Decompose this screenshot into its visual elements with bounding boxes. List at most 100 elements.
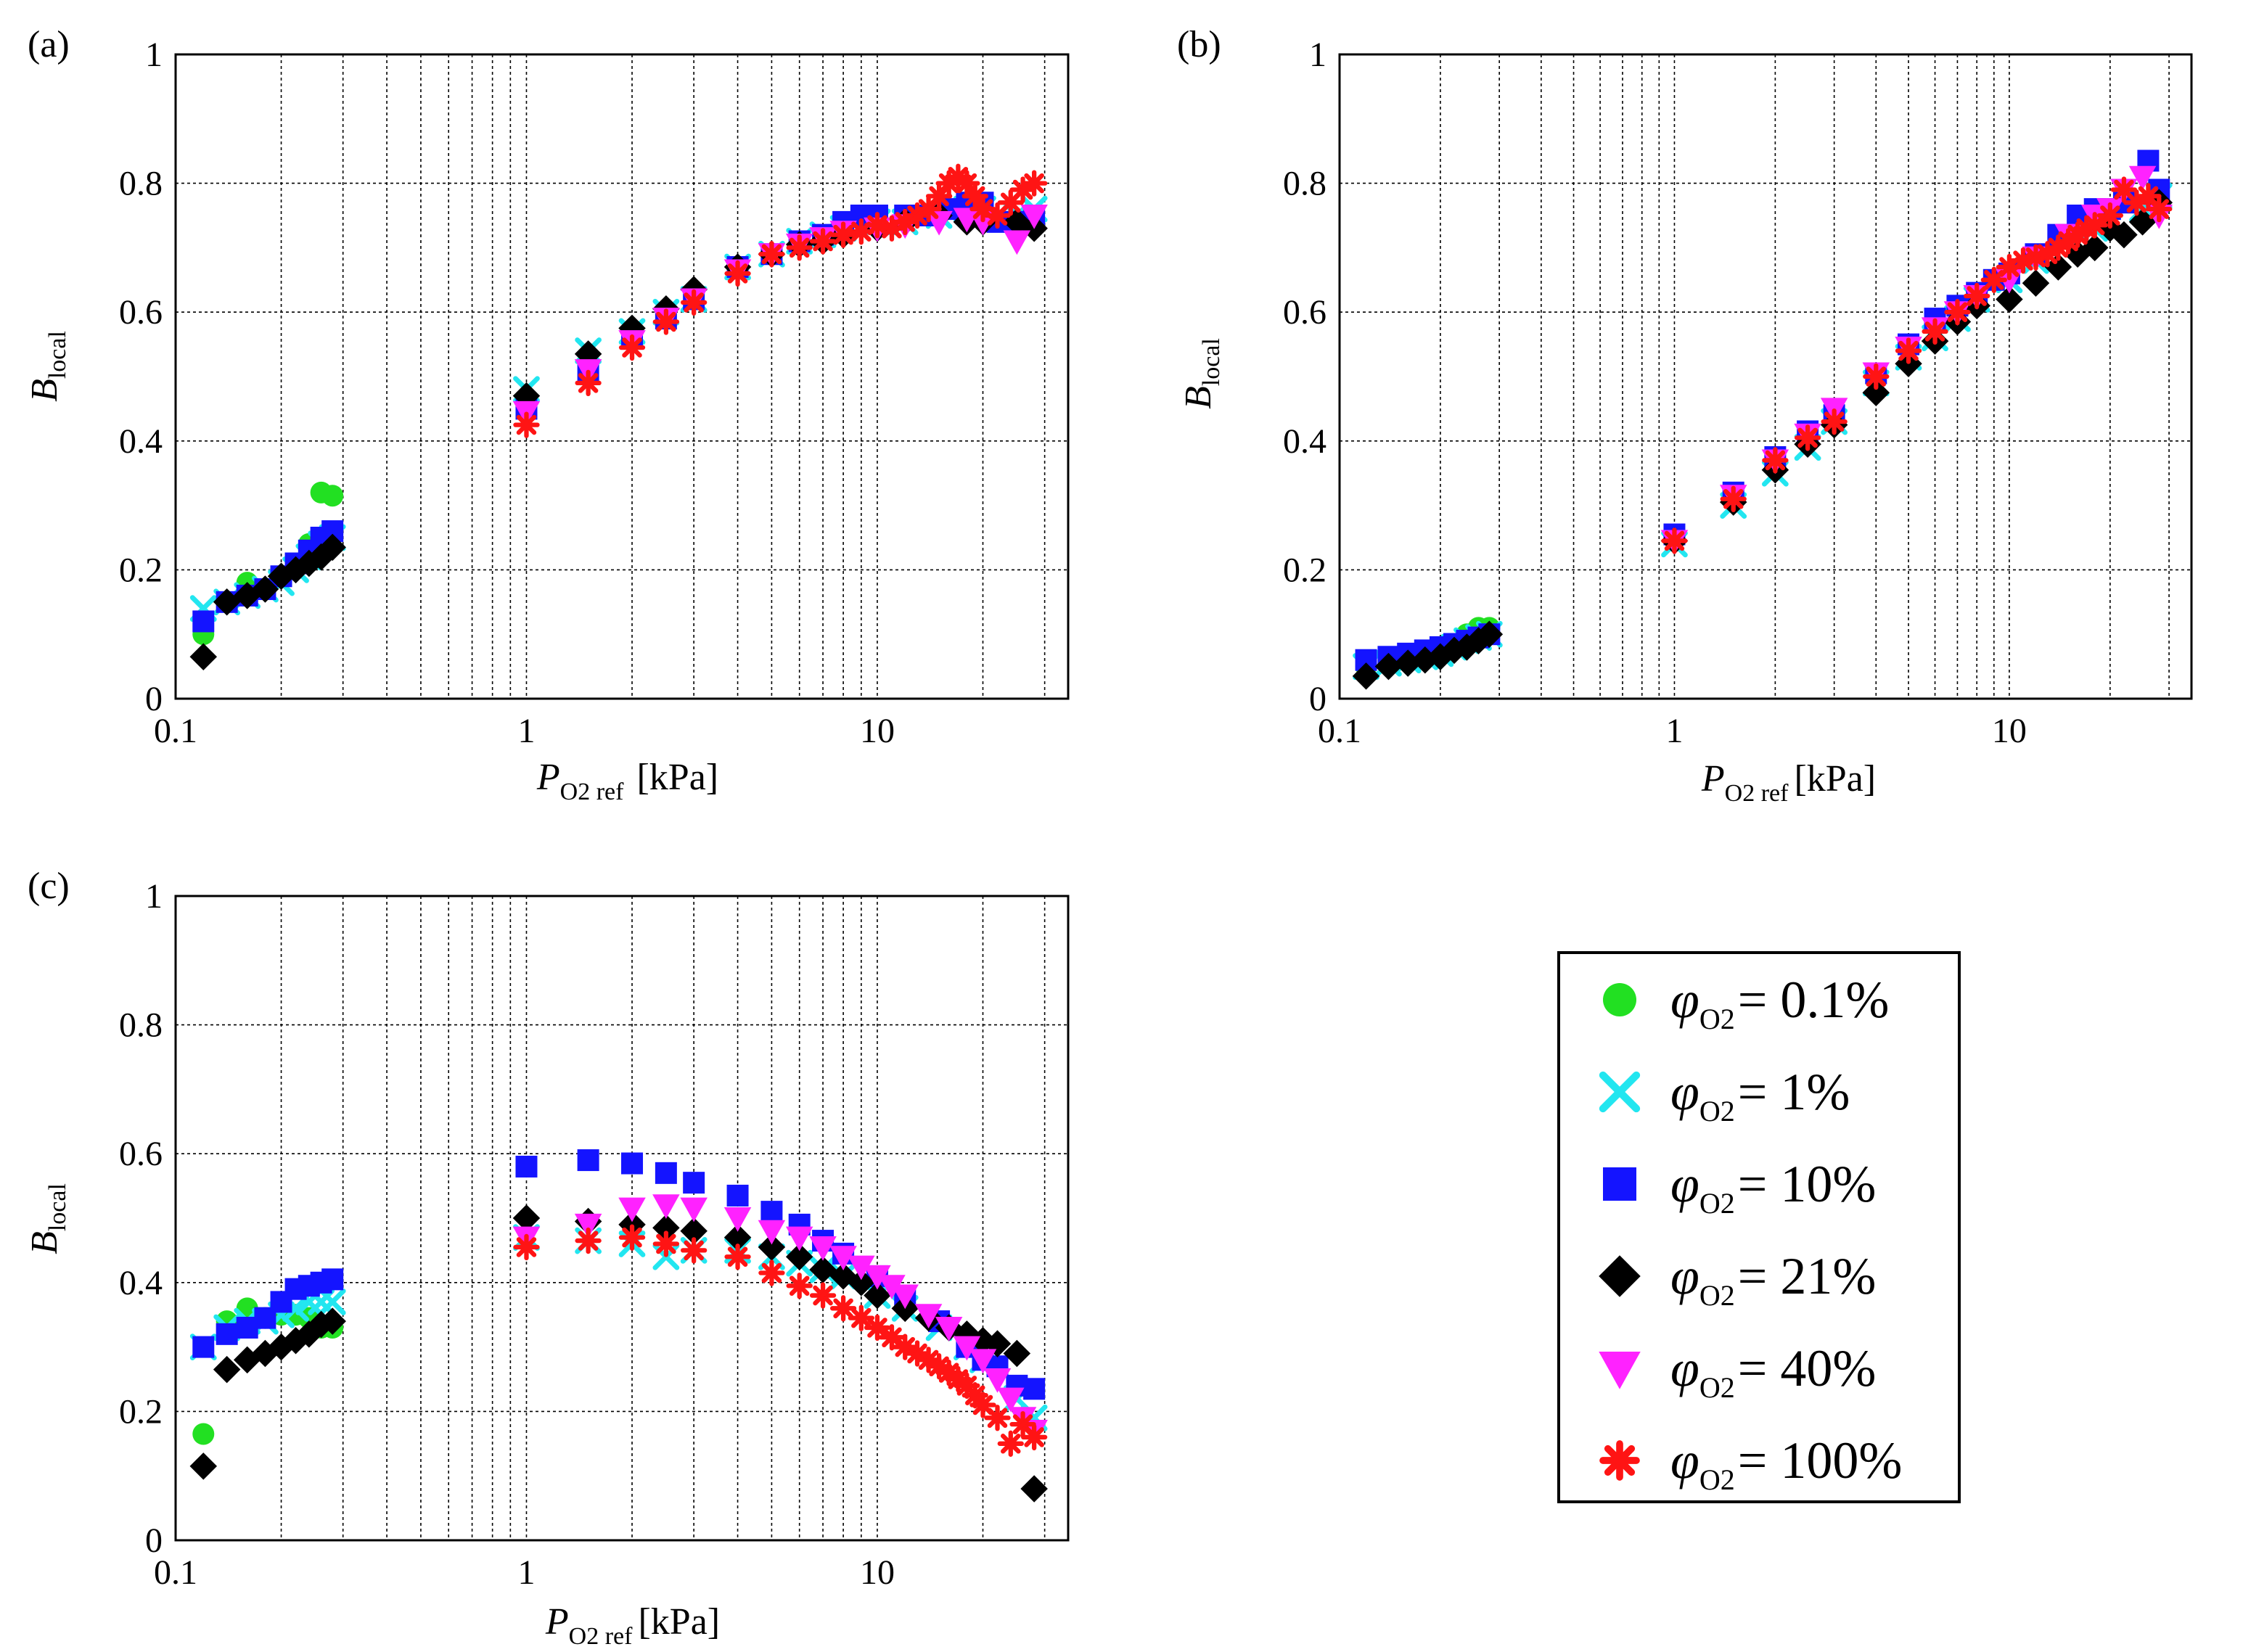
panel-c-y-tick-label: 0.2 — [119, 1392, 163, 1431]
panel-c-point-triangle-down — [829, 1246, 857, 1271]
panel-c-y-tick-label: 0.6 — [119, 1135, 163, 1173]
panel-a-point-asterisk — [758, 241, 785, 268]
panel-c-point-triangle-down — [914, 1304, 943, 1328]
panel-c-point-asterisk — [513, 1233, 540, 1261]
panel-c-y-axis-symbol: B — [24, 1231, 65, 1254]
panel-c-point-triangle-down — [618, 1197, 646, 1222]
panel-c-point-diamond — [213, 1355, 241, 1384]
panel-b: (b) 0 0.2 0.4 0.6 0.8 1 0.1 1 10 PO2 ref [kPa] B… — [1177, 24, 2193, 807]
panel-c-y-axis-subscript: local — [44, 1183, 71, 1231]
legend-symbol: φ — [1670, 971, 1699, 1029]
panel-c-label: (c) — [28, 866, 70, 907]
panel-c-point-triangle-down — [680, 1197, 708, 1222]
panel-a-point-asterisk — [575, 369, 602, 397]
panel-b-point-diamond — [1394, 649, 1422, 677]
panel-c-point-asterisk — [724, 1244, 751, 1270]
panel-c-y-tick-label: 0 — [145, 1521, 163, 1560]
panel-b-x-tick-label: 1 — [1665, 712, 1683, 750]
legend-label: φO2= 1% — [1670, 1063, 1850, 1127]
legend-marker-circle — [1603, 983, 1636, 1016]
panel-a-series-triangle-down — [512, 205, 1048, 426]
panel-c-point-square — [760, 1201, 783, 1223]
panel-c-point-diamond — [512, 1204, 541, 1232]
panel-a: (a) 0 0.2 0.4 0.6 0.8 1 0.1 1 10 PO2 ref [kPa] B… — [24, 24, 1070, 805]
panel-c-series-asterisk — [513, 1224, 1048, 1457]
legend-label: φO2= 0.1% — [1670, 971, 1889, 1035]
panel-c-point-square — [577, 1149, 599, 1172]
panel-c-point-square — [1023, 1378, 1046, 1400]
panel-c-point-cross — [319, 1289, 346, 1315]
panel-c-point-diamond — [189, 1452, 218, 1480]
panel-a-point-asterisk — [786, 234, 813, 261]
panel-c-point-asterisk — [618, 1224, 646, 1251]
panel-a-label: (a) — [28, 24, 70, 65]
panel-a-point-diamond — [251, 575, 279, 603]
panel-a-series-diamond — [189, 202, 1048, 671]
panel-c-x-ticks: 0.1 1 10 — [154, 1553, 895, 1592]
legend-marker-diamond — [1599, 1255, 1641, 1297]
panel-c-point-asterisk — [652, 1230, 680, 1257]
panel-a-point-asterisk — [513, 411, 540, 438]
legend-entries: φO2= 0.1%φO2= 1%φO2= 10%φO2= 21%φO2= 40%… — [1599, 971, 1902, 1496]
panel-a-point-circle — [321, 485, 344, 507]
panel-c-point-triangle-down — [723, 1207, 752, 1232]
panel-b-y-axis-title: Blocal — [1178, 338, 1225, 409]
panel-a-point-triangle-down — [925, 210, 953, 236]
legend-value: = 100% — [1738, 1431, 1903, 1489]
panel-a-frame — [174, 53, 1070, 700]
legend-value: = 10% — [1738, 1155, 1877, 1213]
panel-b-y-tick-label: 0 — [1309, 680, 1326, 718]
panel-b-point-asterisk — [1895, 337, 1922, 364]
panel-c-point-triangle-down — [878, 1275, 906, 1299]
panel-c-point-diamond — [1020, 1475, 1048, 1503]
legend-symbol: φ — [1670, 1339, 1699, 1397]
legend-entry: φO2= 10% — [1603, 1155, 1876, 1220]
legend-marker-triangle-down — [1599, 1352, 1641, 1389]
panel-c-point-asterisk — [1009, 1411, 1036, 1438]
legend-symbol: φ — [1670, 1431, 1699, 1489]
panel-c-point-triangle-down — [935, 1316, 963, 1341]
panel-c-x-axis-subscript: O2 ref — [569, 1623, 633, 1650]
panel-c-point-asterisk — [984, 1405, 1011, 1431]
panel-c-point-diamond — [864, 1281, 891, 1310]
panel-b-y-ticks: 0 0.2 0.4 0.6 0.8 1 — [1283, 36, 1326, 718]
panel-c-point-asterisk — [829, 1295, 857, 1322]
panel-a-y-tick-label: 1 — [145, 36, 163, 74]
legend-value: = 21% — [1738, 1247, 1877, 1305]
panel-a-point-asterisk — [829, 221, 857, 248]
legend-symbol: φ — [1670, 1155, 1699, 1213]
panel-b-x-axis-symbol: P — [1701, 758, 1725, 800]
panel-b-y-tick-label: 0.4 — [1283, 422, 1326, 461]
panel-c-x-tick-label: 1 — [517, 1553, 535, 1592]
panel-c-point-square — [655, 1162, 677, 1184]
panel-c-point-triangle-down — [997, 1387, 1025, 1413]
panel-b-point-diamond — [1352, 662, 1380, 690]
panel-a-point-diamond — [319, 533, 346, 562]
legend-subscript: O2 — [1699, 1463, 1735, 1496]
panel-a-y-tick-label: 0.2 — [119, 551, 163, 589]
panel-c-x-axis-symbol: P — [545, 1601, 569, 1643]
panel-b-point-asterisk — [1794, 424, 1821, 451]
panel-a-point-asterisk — [925, 183, 953, 210]
panel-b-point-asterisk — [2081, 212, 2108, 239]
panel-c-point-diamond — [785, 1243, 813, 1271]
legend-value: = 0.1% — [1738, 971, 1890, 1029]
panel-b-point-diamond — [1996, 285, 2023, 313]
panel-b-point-triangle-down — [2128, 165, 2157, 191]
panel-c-point-triangle-down — [864, 1265, 891, 1290]
panel-b-y-axis-symbol: B — [1178, 386, 1219, 409]
panel-c-y-axis-title: Blocal — [24, 1183, 71, 1254]
panel-b-point-asterisk — [1821, 408, 1848, 435]
panel-c-point-triangle-down — [652, 1194, 680, 1219]
panel-c-x-tick-label: 0.1 — [154, 1553, 197, 1592]
panel-b-point-diamond — [2022, 269, 2050, 297]
panel-a-x-tick-label: 0.1 — [154, 712, 197, 750]
legend-symbol: φ — [1670, 1063, 1699, 1121]
panel-a-point-square — [192, 610, 215, 633]
legend-subscript: O2 — [1699, 1187, 1735, 1220]
panel-c-y-tick-label: 0.8 — [119, 1006, 163, 1045]
legend-value: = 1% — [1738, 1063, 1850, 1121]
legend-entry: φO2= 21% — [1599, 1247, 1876, 1312]
panel-b-series-asterisk — [1661, 176, 2173, 554]
panel-a-marks — [189, 163, 1048, 671]
